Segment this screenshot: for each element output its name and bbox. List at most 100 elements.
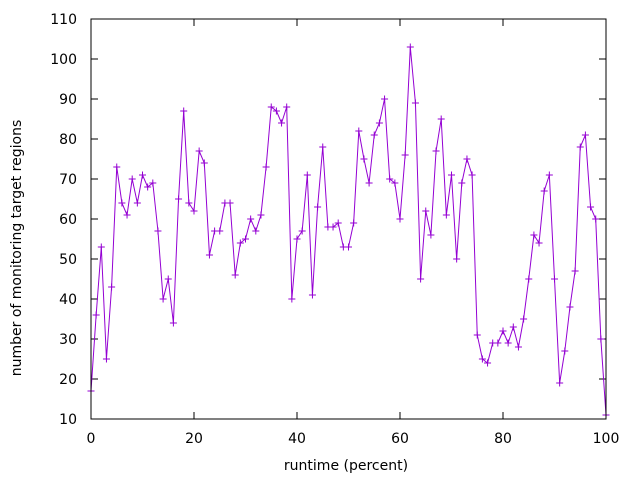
- data-point: [453, 255, 461, 263]
- y-tick-label: 100: [50, 52, 77, 68]
- data-point: [262, 163, 270, 171]
- tick-marks: [90, 18, 607, 420]
- data-point: [139, 171, 146, 179]
- data-point: [463, 155, 471, 163]
- data-point: [226, 199, 234, 207]
- y-tick-label: 20: [59, 372, 77, 388]
- data-point: [520, 315, 528, 323]
- data-point: [484, 359, 492, 367]
- data-point: [303, 171, 311, 179]
- data-point: [499, 327, 507, 335]
- x-axis-label: runtime (percent): [284, 458, 408, 474]
- data-point: [478, 355, 486, 363]
- x-tick-label: 60: [391, 431, 409, 447]
- data-point: [236, 239, 244, 247]
- data-point: [345, 243, 352, 251]
- data-point: [391, 179, 399, 187]
- data-point: [252, 227, 260, 235]
- y-tick-label: 10: [59, 412, 77, 428]
- data-point: [200, 159, 208, 167]
- data-point: [169, 319, 177, 327]
- data-point: [113, 163, 121, 171]
- data-point: [123, 211, 131, 219]
- data-point: [314, 203, 322, 211]
- data-point: [576, 143, 584, 151]
- y-tick-label: 60: [59, 212, 77, 228]
- data-point: [190, 207, 198, 215]
- data-point: [293, 235, 301, 243]
- y-tick-label: 70: [59, 172, 77, 188]
- x-tick-label: 100: [593, 431, 620, 447]
- data-point: [180, 107, 188, 115]
- data-point: [272, 107, 280, 115]
- data-point: [540, 187, 548, 195]
- data-point: [437, 115, 445, 123]
- data-point: [205, 251, 213, 259]
- data-point: [509, 323, 517, 331]
- data-point: [396, 215, 404, 223]
- data-point: [417, 275, 425, 283]
- data-point: [159, 295, 167, 303]
- data-point: [298, 227, 306, 235]
- x-tick-label: 40: [288, 431, 306, 447]
- data-point: [561, 347, 569, 355]
- data-point: [350, 219, 358, 227]
- data-point: [432, 147, 440, 155]
- data-point: [92, 311, 100, 319]
- data-point: [370, 131, 378, 139]
- data-point: [355, 127, 363, 135]
- series-line: [90, 46, 607, 416]
- data-point: [442, 211, 450, 219]
- data-point: [175, 195, 183, 203]
- data-point: [365, 179, 373, 187]
- data-point: [242, 235, 249, 243]
- data-point: [530, 231, 538, 239]
- y-axis-label: number of monitoring target regions: [9, 120, 25, 377]
- data-point: [154, 227, 162, 235]
- y-tick-label: 30: [59, 332, 77, 348]
- data-point: [422, 207, 430, 215]
- data-point: [468, 171, 476, 179]
- data-point: [216, 227, 224, 235]
- data-point: [319, 143, 327, 151]
- data-point: [504, 339, 512, 347]
- data-point: [381, 95, 389, 103]
- data-point: [514, 343, 522, 351]
- y-tick-label: 40: [59, 292, 77, 308]
- data-point: [231, 271, 239, 279]
- data-point: [329, 223, 337, 231]
- data-point: [118, 199, 126, 207]
- data-point: [102, 355, 110, 363]
- data-point: [581, 131, 589, 139]
- tick-labels: 0 20 40 60 80 100 10 20 30 40 50 60 70 80 90 100 110: [50, 12, 619, 447]
- data-point: [448, 171, 455, 179]
- plot-frame: [90, 18, 607, 420]
- data-point: [406, 43, 414, 51]
- data-point: [128, 175, 136, 183]
- data-point: [458, 179, 466, 187]
- data-point: [334, 219, 342, 227]
- data-point: [473, 331, 481, 339]
- data-point: [283, 103, 291, 111]
- data-point: [308, 291, 316, 299]
- data-point: [247, 215, 255, 223]
- data-point: [133, 199, 141, 207]
- data-point: [592, 215, 600, 223]
- data-point: [375, 119, 383, 127]
- data-point: [185, 199, 193, 207]
- y-tick-label: 50: [59, 252, 77, 268]
- data-point: [360, 155, 368, 163]
- data-point: [164, 275, 172, 283]
- data-point: [545, 171, 553, 179]
- data-point: [288, 295, 296, 303]
- data-point: [427, 231, 435, 239]
- x-tick-label: 20: [185, 431, 203, 447]
- data-point: [535, 239, 543, 247]
- data-point: [257, 211, 265, 219]
- data-point: [566, 303, 574, 311]
- data-point: [267, 103, 275, 111]
- data-point: [494, 339, 502, 347]
- data-point: [195, 147, 203, 155]
- data-point: [149, 179, 157, 187]
